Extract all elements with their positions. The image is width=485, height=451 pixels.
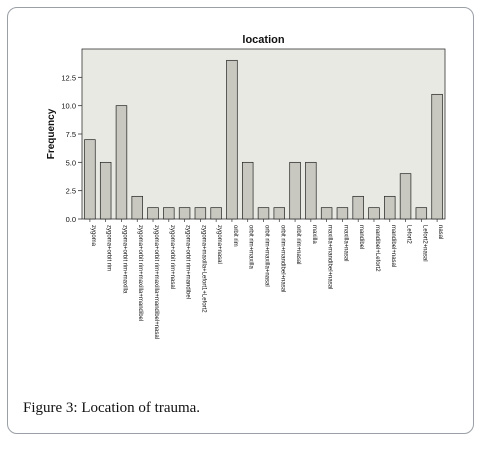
bar: [178, 207, 191, 220]
x-tick-label: zygoma+orbit rim+mandibel: [185, 225, 191, 299]
chart-container: location Frequency 0.0 2.5 5.0 7.5 10.0 12.5 zyg…: [20, 23, 460, 363]
bar: [242, 161, 254, 220]
x-tick-label: zygoma+maxilla+Lefort1+Lefort2: [200, 225, 206, 313]
x-tick-label: orbit rim+mandibel+nasal: [279, 225, 285, 292]
bar: [320, 207, 333, 220]
x-tick-label: zygoma: [90, 225, 96, 247]
bar: [384, 195, 396, 220]
chart-title: location: [242, 34, 284, 46]
bar: [368, 207, 380, 220]
x-tick-label: nasal: [437, 225, 443, 239]
bar: [84, 139, 96, 220]
x-tick-label: orbit rim: [232, 225, 238, 247]
y-tick-label: 7.5: [66, 130, 76, 139]
bar: [163, 207, 175, 220]
figure-caption: Figure 3: Location of trauma.: [23, 400, 200, 417]
x-tick-label: Lefort2+nasal: [421, 225, 427, 262]
x-tick-label: zygoma+orbit rim+maxilla: [121, 225, 127, 294]
x-tick-label: zygoma+orbit rim+maxilla+mandibel+nasal: [153, 225, 159, 339]
bar: [210, 207, 222, 220]
bar: [352, 195, 364, 220]
bar: [289, 161, 301, 220]
caption-label: Figure 3:: [23, 400, 78, 416]
bar: [99, 161, 112, 220]
y-tick-label: 5.0: [66, 158, 76, 167]
y-tick-label: 2.5: [66, 187, 76, 196]
figure-frame: location Frequency 0.0 2.5 5.0 7.5 10.0 12.5 zyg…: [7, 7, 474, 434]
y-tick-label: 10.0: [61, 102, 76, 111]
x-tick-label: mandibel+Lefort2: [374, 225, 380, 272]
bar: [194, 207, 207, 220]
caption-text: Location of trauma.: [81, 400, 201, 416]
bar: [131, 195, 143, 220]
plot-area: [81, 48, 446, 220]
x-tick-label: orbit rim+maxilla+nasal: [264, 225, 270, 287]
y-axis-label: Frequency: [46, 108, 57, 159]
bar: [399, 173, 412, 220]
x-tick-label: zygoma+orbit rim: [106, 225, 112, 271]
x-tick-label: Lefort2: [406, 225, 412, 244]
bar-chart: location Frequency 0.0 2.5 5.0 7.5 10.0 12.5 zyg…: [46, 34, 446, 339]
x-tick-label: zygoma+orbit rim+maxilla+mandibel: [137, 225, 143, 321]
bar: [273, 207, 285, 220]
x-tick-label: zygoma+nasal: [216, 225, 222, 264]
bar: [226, 59, 238, 220]
bar: [305, 161, 317, 220]
x-tick-label: zygoma+orbit rim+nasal: [169, 225, 175, 289]
bar: [115, 105, 128, 220]
bar: [415, 207, 428, 220]
bar: [431, 93, 443, 220]
x-tick-label: orbit rim+nasal: [295, 225, 301, 265]
bar: [336, 207, 349, 220]
x-tick-label: maxilla: [311, 225, 317, 244]
x-tick-label: orbit rim+maxilla: [248, 225, 254, 270]
x-tick-label: maxilla+nasal: [342, 225, 348, 262]
bar: [147, 207, 159, 220]
x-tick-label: mandibel: [358, 225, 364, 249]
y-tick-label: 0.0: [66, 215, 76, 224]
x-tick-label: maxilla+mandibel+nasal: [327, 225, 333, 289]
x-tick-label: mandibel+nasal: [390, 225, 396, 267]
bar: [257, 207, 270, 220]
y-tick-label: 12.5: [61, 73, 76, 82]
